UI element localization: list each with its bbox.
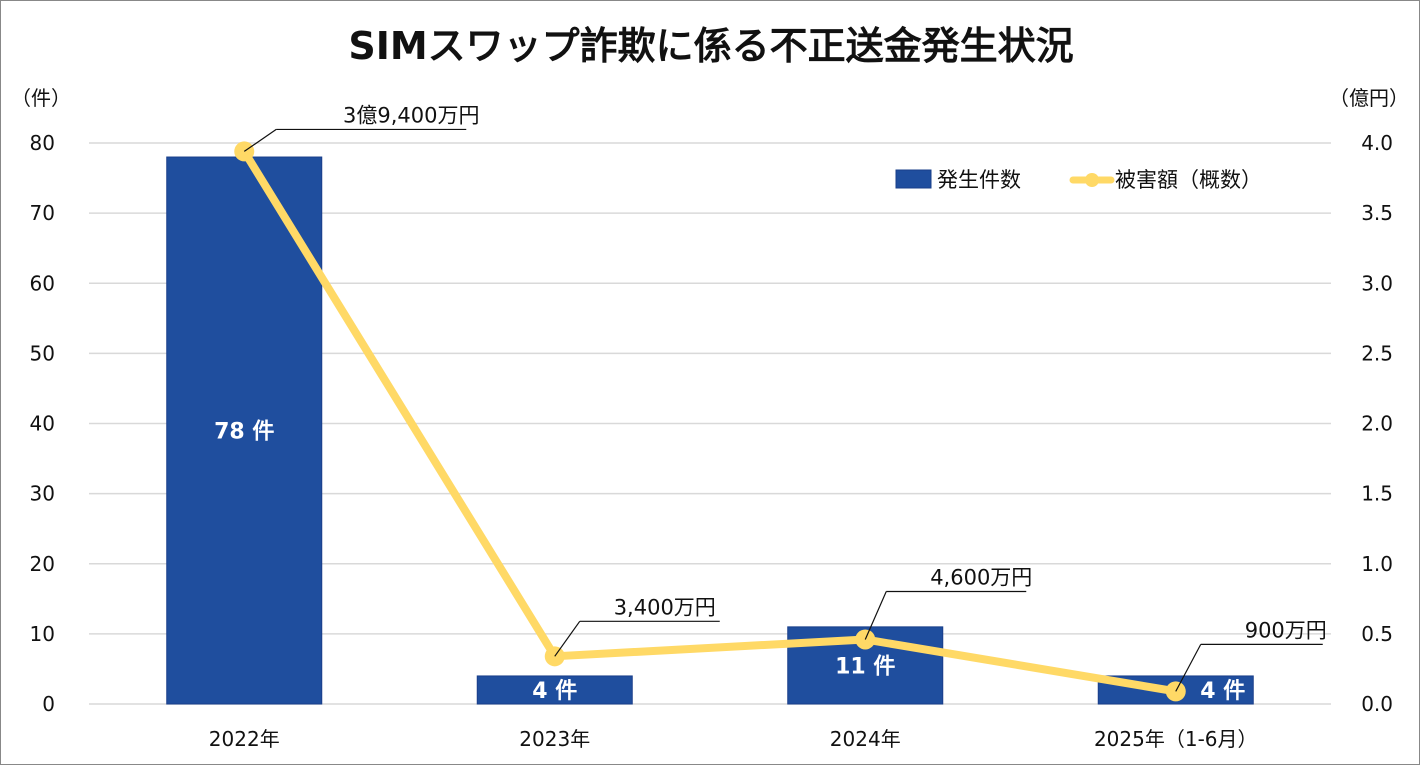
legend: 発生件数 被害額（概数）	[895, 168, 1262, 192]
left-tick-label: 40	[30, 412, 55, 436]
damage-line	[240, 149, 1177, 696]
right-tick-label: 0.5	[1361, 622, 1393, 646]
right-tick-label: 0.0	[1361, 692, 1393, 716]
left-tick-label: 0	[42, 692, 55, 716]
legend-bar-label: 発生件数	[937, 168, 1021, 192]
left-tick-label: 70	[30, 201, 55, 225]
right-tick-label: 2.5	[1361, 341, 1393, 365]
damage-data-label: 4,600万円	[930, 565, 1032, 589]
left-tick-label: 10	[30, 622, 55, 646]
bar-data-label: 4 件	[1200, 679, 1245, 704]
left-tick-label: 80	[30, 131, 55, 155]
legend-line-marker	[1085, 173, 1099, 187]
left-axis-label: （件）	[11, 86, 71, 110]
bar-1	[476, 675, 633, 705]
leader-line	[243, 128, 277, 152]
bar-data-label: 78 件	[214, 420, 274, 445]
bar-data-label: 11 件	[835, 654, 895, 679]
leader-line	[1175, 644, 1202, 692]
left-tick-label: 50	[30, 341, 55, 365]
legend-bar-swatch	[895, 169, 932, 189]
right-tick-label: 3.0	[1361, 271, 1393, 295]
leader-line	[864, 591, 887, 640]
leader-line	[554, 620, 581, 657]
x-tick-label: 2022年	[209, 727, 280, 751]
x-tick-label: 2025年（1-6月）	[1094, 727, 1258, 751]
damage-data-label: 900万円	[1245, 618, 1327, 642]
right-tick-label: 3.5	[1361, 201, 1393, 225]
damage-data-label: 3億9,400万円	[343, 103, 479, 127]
damage-data-label: 3,400万円	[614, 595, 716, 619]
bar-data-label: 4 件	[532, 679, 577, 704]
right-axis-label: （億円）	[1329, 86, 1409, 110]
right-tick-label: 2.0	[1361, 412, 1393, 436]
right-tick-label: 1.5	[1361, 482, 1393, 506]
left-tick-label: 30	[30, 482, 55, 506]
left-tick-label: 20	[30, 552, 55, 576]
right-tick-label: 1.0	[1361, 552, 1393, 576]
chart-title: SIMスワップ詐欺に係る不正送金発生状況	[348, 24, 1073, 68]
bar-0	[166, 156, 323, 705]
legend-line-label: 被害額（概数）	[1115, 168, 1262, 192]
x-tick-label: 2023年	[519, 727, 590, 751]
x-tick-label: 2024年	[830, 727, 901, 751]
right-tick-label: 4.0	[1361, 131, 1393, 155]
left-tick-label: 60	[30, 271, 55, 295]
